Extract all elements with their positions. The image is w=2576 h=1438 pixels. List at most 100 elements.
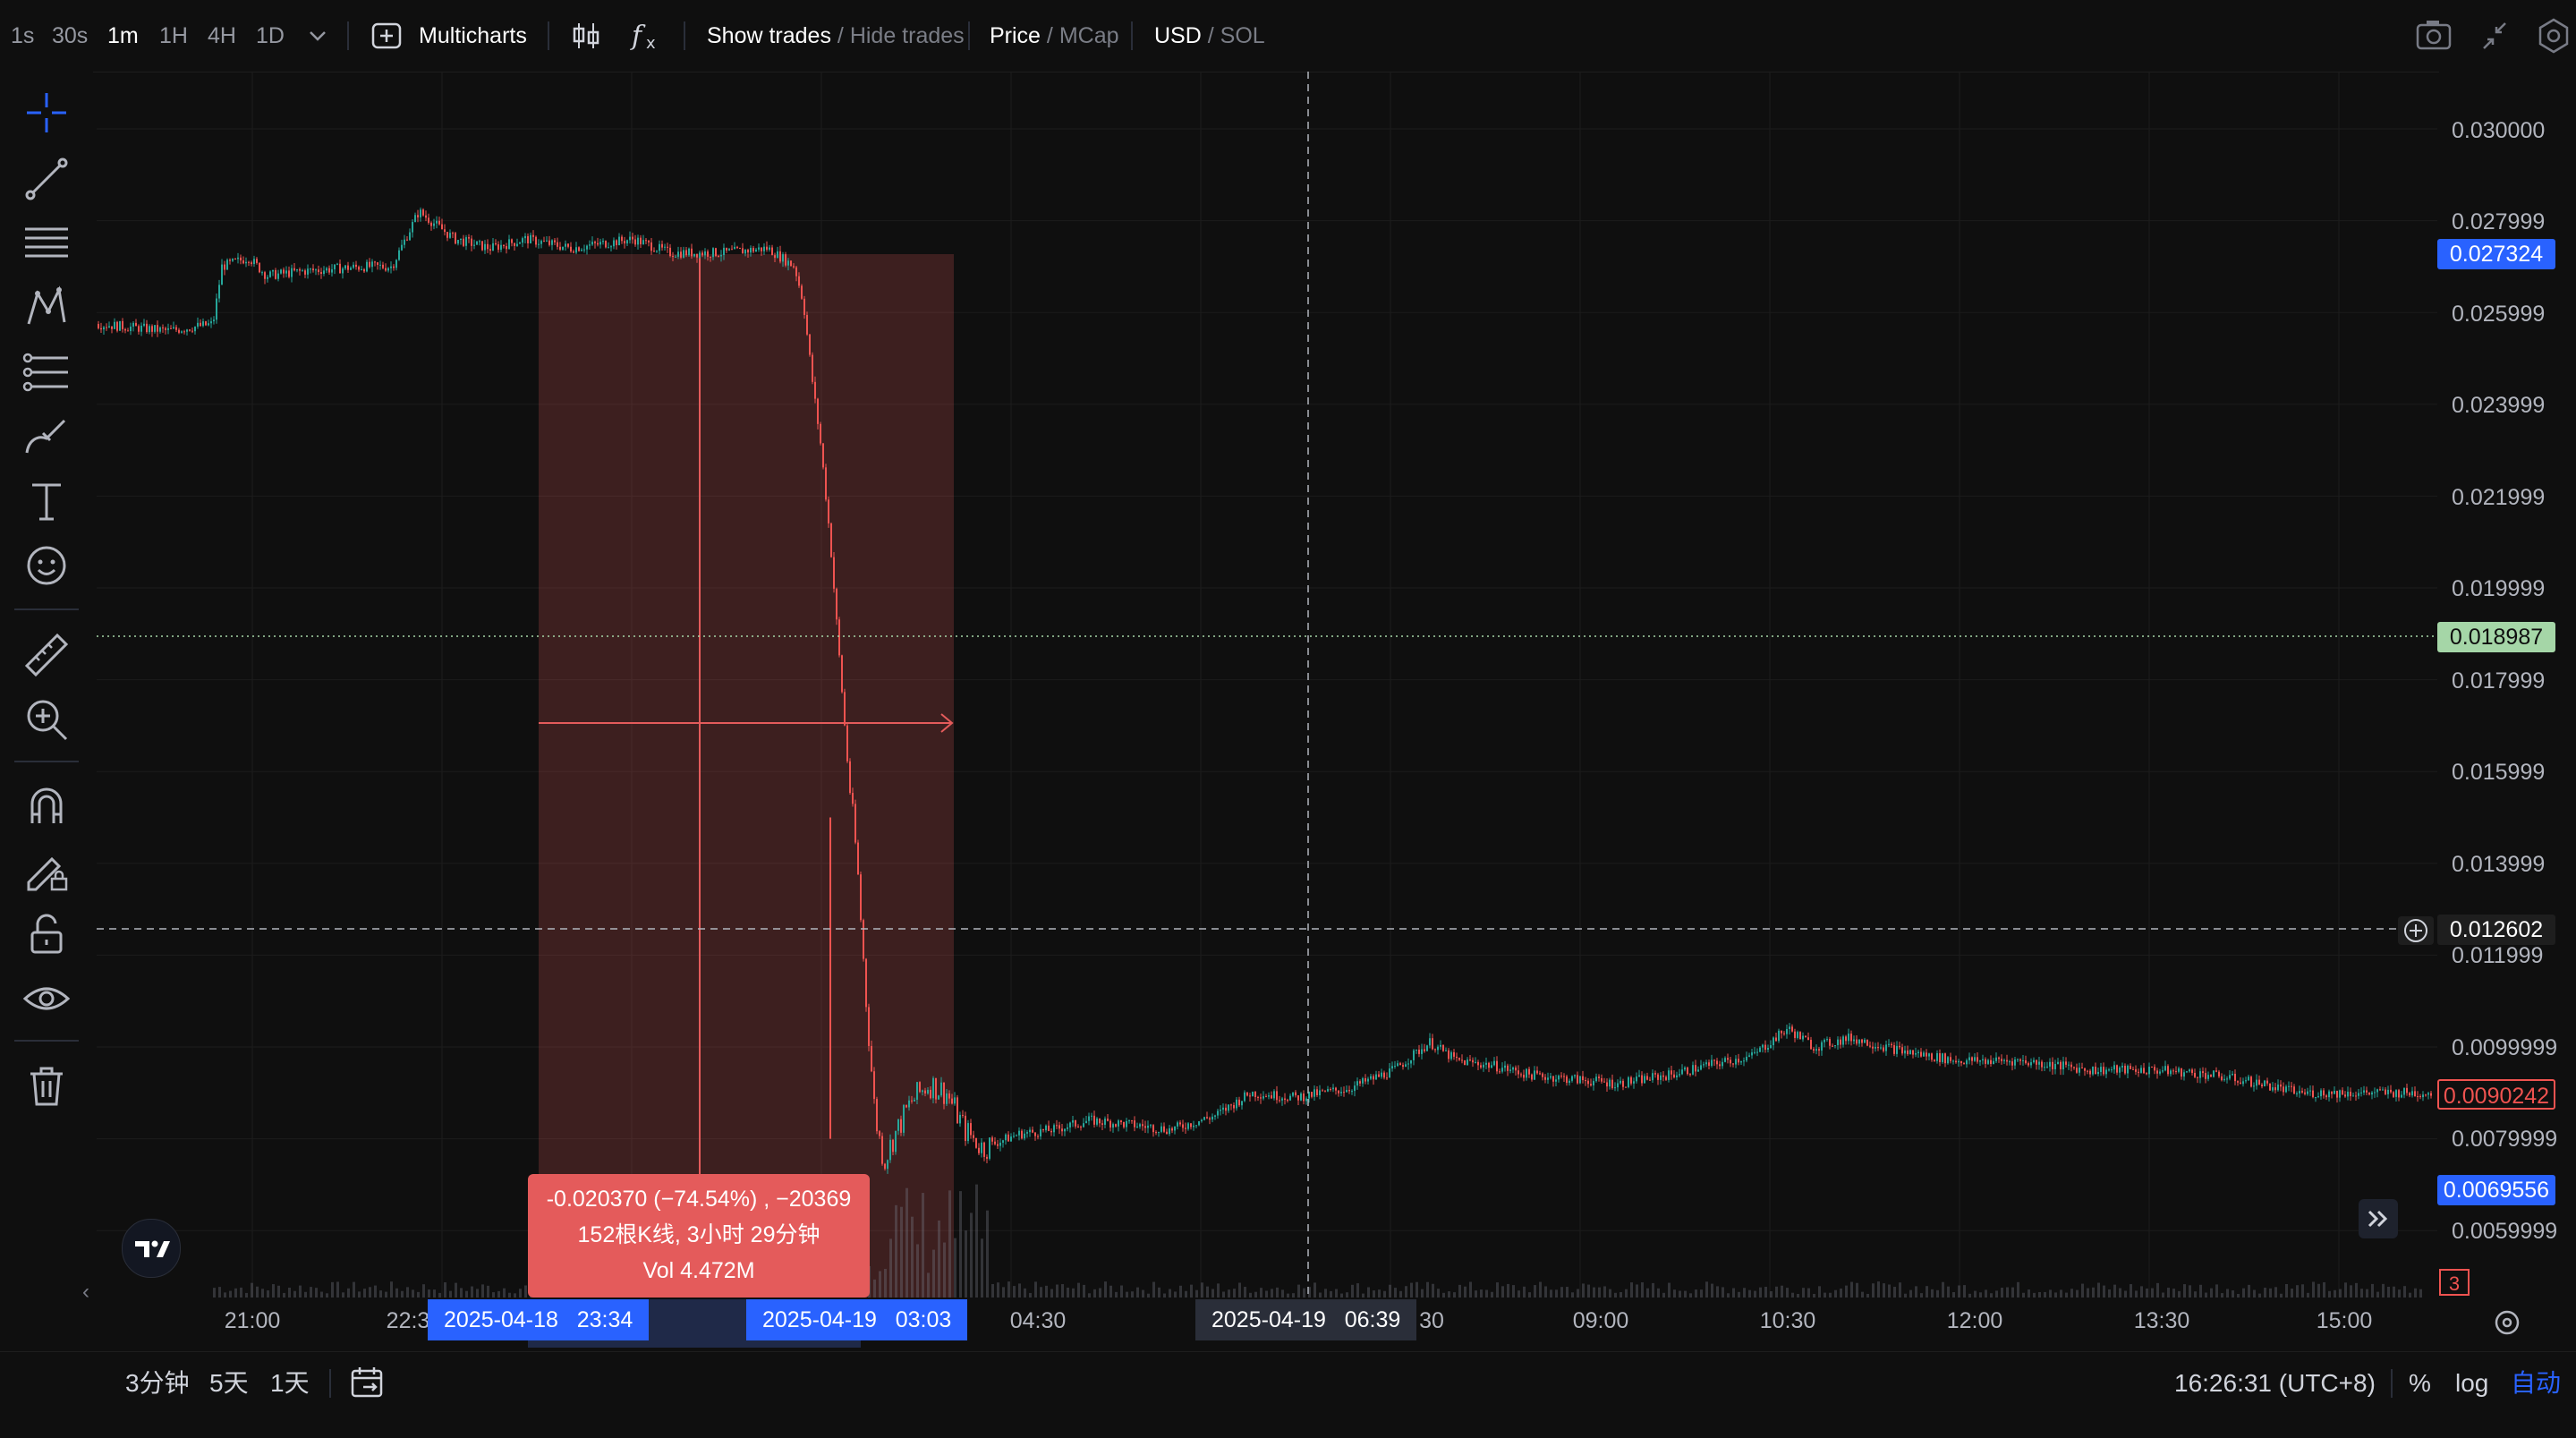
add-alert-icon[interactable] xyxy=(2398,916,2434,945)
brush-icon[interactable] xyxy=(20,410,73,464)
zoom-in-icon[interactable] xyxy=(20,693,73,746)
price-chart[interactable] xyxy=(97,72,2437,1298)
volume-bar xyxy=(1555,1289,1558,1298)
candle-body xyxy=(1711,1059,1713,1066)
candle-body xyxy=(2398,1090,2400,1098)
volume-bar xyxy=(1485,1289,1488,1298)
show-trades-label[interactable]: Show trades xyxy=(707,23,831,48)
interval-1d[interactable]: 1D xyxy=(256,23,285,48)
price-label[interactable]: Price xyxy=(990,23,1041,48)
usd-label[interactable]: USD xyxy=(1154,23,1202,48)
candle-body xyxy=(178,329,180,333)
candle-body xyxy=(1386,1077,1388,1079)
volume-bar xyxy=(2419,1289,2422,1298)
volume-bar xyxy=(1936,1289,1939,1298)
candle-body xyxy=(1477,1061,1479,1066)
pattern-icon[interactable] xyxy=(20,281,73,335)
percent-toggle[interactable]: % xyxy=(2409,1369,2431,1397)
magnet-icon[interactable] xyxy=(20,779,73,832)
crosshair-icon[interactable] xyxy=(20,86,73,140)
volume-bar xyxy=(1593,1287,1595,1298)
tradingview-logo-icon[interactable] xyxy=(122,1219,181,1278)
volume-bar xyxy=(1373,1290,1375,1298)
candle-body xyxy=(1907,1050,1909,1054)
eye-icon[interactable] xyxy=(20,972,73,1025)
volume-bar xyxy=(2317,1283,2320,1298)
chevron-down-icon[interactable] xyxy=(304,0,331,72)
candle-body xyxy=(1233,1105,1235,1109)
candle-body xyxy=(2283,1086,2284,1093)
volume-bar xyxy=(2291,1288,2293,1298)
settings-icon[interactable] xyxy=(2536,0,2572,72)
candle-body xyxy=(672,256,674,258)
axis-settings-icon[interactable] xyxy=(2491,1306,2523,1339)
auto-toggle[interactable]: 自动 xyxy=(2511,1369,2562,1397)
plus-square-icon[interactable] xyxy=(370,0,403,72)
mcap-label[interactable]: MCap xyxy=(1058,23,1119,48)
text-icon[interactable] xyxy=(20,474,73,528)
volume-bar xyxy=(2285,1283,2288,1298)
collapse-icon[interactable] xyxy=(2478,0,2511,72)
camera-icon[interactable] xyxy=(2414,0,2453,72)
emoji-icon[interactable] xyxy=(20,539,73,592)
candle-body xyxy=(2376,1089,2378,1093)
interval-4h[interactable]: 4H xyxy=(208,23,236,48)
volume-bar xyxy=(2199,1284,2202,1298)
clock-timezone[interactable]: 16:26:31 (UTC+8) xyxy=(2174,1369,2376,1397)
interval-30s[interactable]: 30s xyxy=(52,23,89,48)
interval-1s[interactable]: 1s xyxy=(11,23,35,48)
fib-icon[interactable] xyxy=(20,345,73,399)
price-mcap-toggle[interactable]: Price / MCap xyxy=(990,0,1119,72)
candle-body xyxy=(208,323,209,326)
multicharts-button[interactable]: Multicharts xyxy=(419,23,527,48)
trend-line-icon[interactable] xyxy=(20,152,73,206)
trades-toggle[interactable]: Show trades / Hide trades xyxy=(707,0,965,72)
range-1d[interactable]: 1天 xyxy=(270,1369,310,1397)
sol-label[interactable]: SOL xyxy=(1220,23,1265,48)
candle-body xyxy=(1496,1060,1498,1072)
lock-icon[interactable] xyxy=(20,907,73,961)
volume-bar xyxy=(1475,1290,1477,1298)
candle-body xyxy=(406,239,408,241)
candle-body xyxy=(508,239,510,250)
horizontal-lines-icon[interactable] xyxy=(20,217,73,270)
volume-bar xyxy=(2087,1288,2089,1298)
candle-body xyxy=(307,268,309,275)
candle-body xyxy=(1834,1045,1836,1047)
candle-body xyxy=(1214,1115,1216,1117)
candle-body xyxy=(146,323,148,333)
time-label: 22:3 xyxy=(386,1308,430,1333)
collapse-toolbar-icon[interactable]: ‹ xyxy=(82,1280,89,1304)
candle-body xyxy=(1762,1044,1764,1048)
hide-trades-label[interactable]: Hide trades xyxy=(849,23,965,48)
volume-bar xyxy=(245,1292,248,1298)
interval-1h[interactable]: 1H xyxy=(159,23,188,48)
scroll-to-realtime-button[interactable] xyxy=(2359,1199,2398,1238)
volume-bar xyxy=(1007,1281,1010,1298)
range-3min[interactable]: 3分钟 xyxy=(125,1369,190,1397)
candle-body xyxy=(905,1104,907,1108)
candle-body xyxy=(1265,1096,1267,1098)
date-range-icon[interactable] xyxy=(349,1351,385,1415)
alert-count-badge[interactable]: 3 xyxy=(2439,1269,2470,1296)
candle-body xyxy=(624,241,625,244)
log-toggle[interactable]: log xyxy=(2455,1369,2489,1397)
currency-toggle[interactable]: USD / SOL xyxy=(1154,0,1265,72)
candle-body xyxy=(1802,1035,1804,1040)
candle-body xyxy=(2427,1093,2429,1095)
candle-body xyxy=(836,588,837,620)
interval-1m[interactable]: 1m xyxy=(107,23,139,48)
trash-icon[interactable] xyxy=(20,1058,73,1111)
crosshair-price-tag: 0.012602 xyxy=(2437,915,2555,945)
time-label: 15:00 xyxy=(2316,1308,2373,1333)
candle-body xyxy=(1144,1126,1146,1128)
candle-body xyxy=(1896,1045,1898,1054)
pencil-lock-icon[interactable] xyxy=(20,843,73,897)
candle-body xyxy=(334,264,336,269)
range-5d[interactable]: 5天 xyxy=(209,1369,249,1397)
volume-bar xyxy=(1748,1289,1751,1298)
volume-bar xyxy=(1088,1293,1091,1298)
ruler-icon[interactable] xyxy=(20,628,73,682)
candles-icon[interactable] xyxy=(571,0,601,72)
